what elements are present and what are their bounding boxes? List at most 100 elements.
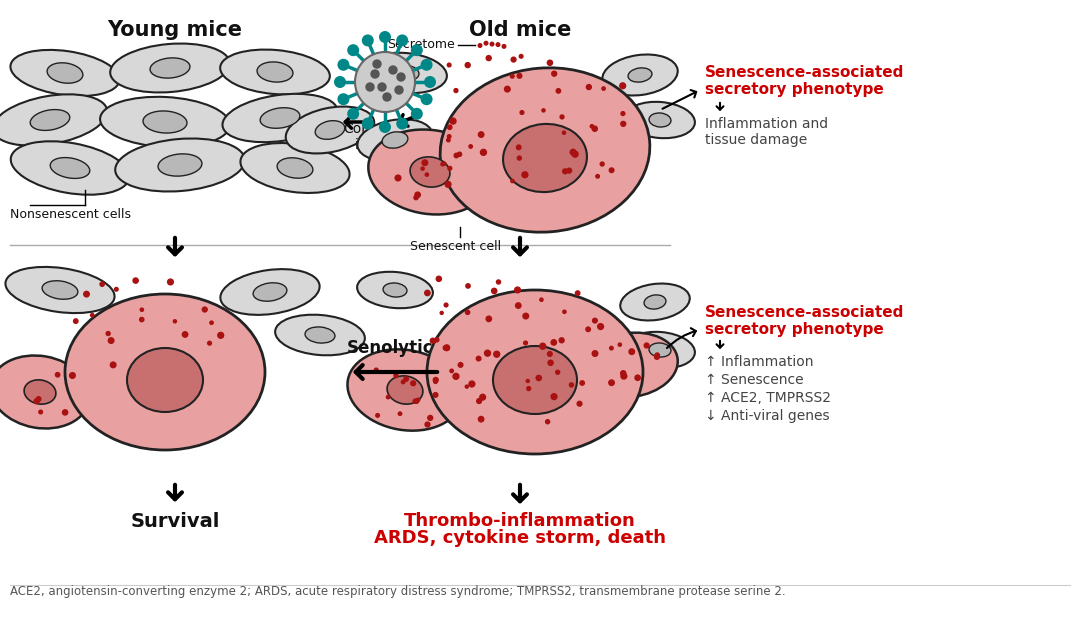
Circle shape [458,363,463,367]
Ellipse shape [100,97,230,147]
Circle shape [417,398,420,401]
Circle shape [511,57,516,62]
Circle shape [527,387,530,391]
Circle shape [362,35,374,46]
Circle shape [522,172,528,178]
Circle shape [372,70,379,78]
Circle shape [140,308,144,311]
Ellipse shape [30,110,70,130]
Circle shape [540,343,545,349]
Circle shape [430,339,435,343]
Ellipse shape [348,349,462,431]
Ellipse shape [305,327,335,343]
Circle shape [433,392,437,397]
Circle shape [491,288,497,293]
Text: ↓ Anti-viral genes: ↓ Anti-viral genes [705,409,829,423]
Circle shape [435,338,438,342]
Circle shape [577,401,582,406]
Ellipse shape [441,68,650,232]
Circle shape [561,115,564,119]
Circle shape [362,118,374,130]
Text: Old mice: Old mice [469,20,571,40]
Ellipse shape [158,154,202,176]
Circle shape [444,303,448,307]
Text: Young mice: Young mice [108,20,243,40]
Circle shape [585,327,591,332]
Circle shape [421,167,424,170]
Circle shape [399,412,402,415]
Circle shape [469,144,472,148]
Circle shape [580,381,584,385]
Circle shape [494,352,500,357]
Circle shape [63,410,68,415]
Circle shape [511,74,514,78]
Text: ARDS, cytokine storm, death: ARDS, cytokine storm, death [374,529,666,547]
Ellipse shape [503,124,586,192]
Ellipse shape [5,267,114,313]
Circle shape [414,195,418,200]
Circle shape [337,93,350,105]
Circle shape [523,313,528,319]
Ellipse shape [382,132,408,148]
Text: Senescence-associated: Senescence-associated [705,305,904,320]
Ellipse shape [65,294,265,450]
Circle shape [621,112,625,115]
Ellipse shape [11,50,120,96]
Circle shape [569,383,573,387]
Circle shape [576,291,580,295]
Circle shape [454,89,458,92]
Circle shape [436,277,442,281]
Ellipse shape [260,108,300,128]
Text: secretory phenotype: secretory phenotype [705,322,883,337]
Circle shape [596,174,599,178]
Circle shape [484,42,488,45]
Circle shape [563,169,567,174]
Circle shape [476,356,481,361]
Circle shape [410,108,422,120]
Circle shape [35,399,39,404]
Circle shape [69,373,76,378]
Circle shape [55,373,59,377]
Ellipse shape [24,380,56,404]
Ellipse shape [278,157,313,178]
Circle shape [387,396,390,399]
Text: ↑ ACE2, TMPRSS2: ↑ ACE2, TMPRSS2 [705,391,831,405]
Circle shape [337,59,350,71]
Circle shape [110,362,116,368]
Circle shape [570,149,576,155]
Circle shape [465,310,470,314]
Text: Nonsenescent cells: Nonsenescent cells [10,208,131,221]
Circle shape [207,341,212,345]
Ellipse shape [603,55,678,95]
Circle shape [420,93,433,105]
Text: Survival: Survival [131,512,219,531]
Circle shape [548,352,552,356]
Circle shape [517,74,522,78]
Circle shape [621,371,625,376]
Circle shape [552,71,556,76]
Circle shape [84,291,90,297]
Circle shape [524,341,527,345]
Circle shape [621,373,626,379]
Circle shape [218,332,224,339]
Circle shape [592,126,597,131]
Circle shape [366,83,374,91]
Ellipse shape [629,68,652,82]
Ellipse shape [257,62,293,82]
Circle shape [635,375,640,381]
Circle shape [396,35,408,46]
Circle shape [551,394,557,399]
Circle shape [618,343,621,346]
Circle shape [383,93,391,101]
Circle shape [515,303,521,308]
Circle shape [395,175,401,181]
Circle shape [444,345,449,351]
Ellipse shape [253,283,287,301]
Circle shape [139,317,144,322]
Circle shape [519,55,523,58]
Circle shape [441,311,443,314]
Circle shape [502,45,505,48]
Circle shape [545,420,550,423]
Circle shape [415,399,419,404]
Circle shape [443,162,446,166]
